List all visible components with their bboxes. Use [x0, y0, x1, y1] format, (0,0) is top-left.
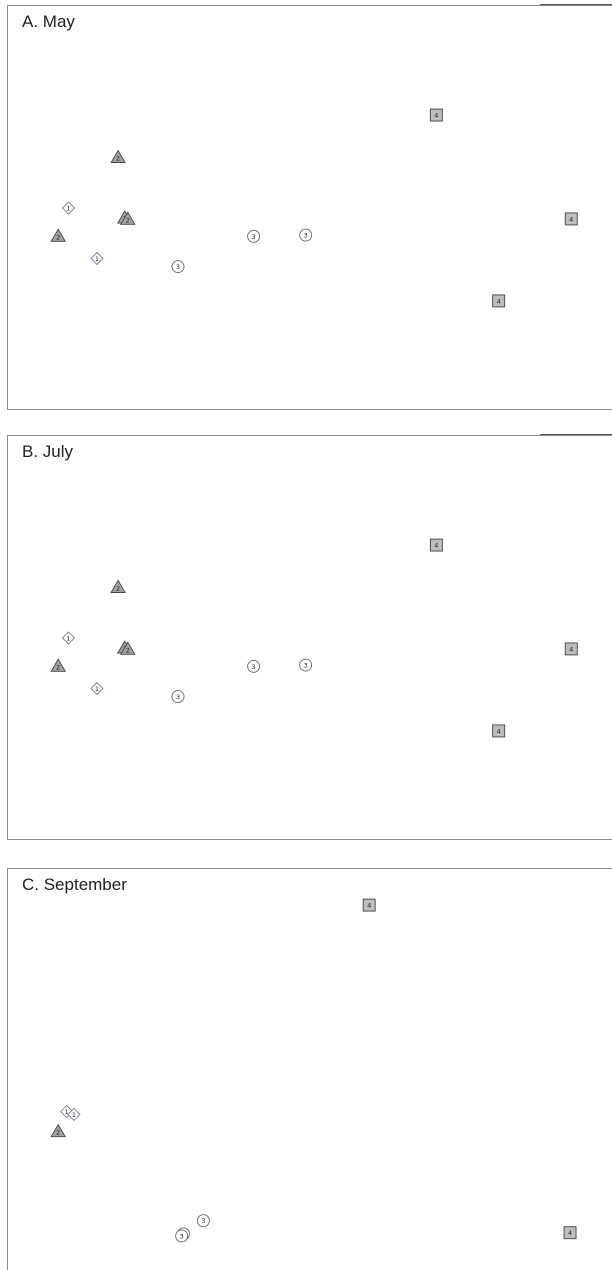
point-group-label: 3 [304, 232, 308, 240]
triangle-marker [110, 579, 126, 593]
square-marker [492, 294, 506, 308]
data-point-2: 1 [90, 251, 104, 266]
point-group-label: 2 [56, 233, 60, 241]
data-point-4: 2 [110, 579, 126, 593]
point-group-label: 4 [367, 902, 371, 910]
square-marker [429, 538, 443, 552]
square-marker [492, 724, 506, 738]
square-marker [564, 642, 578, 656]
point-group-label: 3 [176, 263, 180, 271]
data-point-11: 4 [564, 212, 578, 226]
diamond-marker [67, 1107, 81, 1122]
panel-july: B. July 112222333444 [7, 435, 612, 840]
point-group-label: 1 [65, 1108, 69, 1116]
data-point-1: 1 [61, 201, 76, 215]
panel-title: C. September [22, 875, 127, 894]
data-point-8: 4 [563, 1226, 577, 1240]
panel-title: B. July [22, 442, 74, 461]
triangle-marker [110, 149, 126, 163]
point-group-label: 2 [116, 585, 120, 593]
data-point-7: 3 [171, 260, 185, 274]
point-group-label: 2 [56, 1129, 60, 1137]
circle-marker [171, 690, 185, 704]
circle-marker [247, 659, 261, 673]
data-point-1: 1 [61, 631, 76, 645]
scatter-plot-september: 11233344 [50, 898, 577, 1243]
point-group-label: 1 [66, 635, 70, 643]
data-point-7: 4 [362, 898, 376, 912]
panel-may: A. May 112222333444 [7, 5, 612, 410]
data-point-2: 1 [90, 681, 104, 696]
point-group-label: 4 [434, 542, 438, 550]
triangle-marker [120, 211, 136, 225]
point-group-label: 4 [568, 1229, 572, 1237]
point-group-label: 4 [497, 297, 501, 305]
data-point-3: 2 [50, 228, 66, 242]
data-point-6: 3 [175, 1229, 189, 1243]
triangle-marker [50, 1123, 66, 1138]
diamond-marker [61, 201, 76, 215]
data-point-10: 4 [429, 538, 443, 552]
point-group-label: 1 [66, 205, 70, 213]
square-marker [563, 1226, 577, 1240]
triangle-marker [120, 641, 136, 655]
point-group-label: 3 [304, 662, 308, 670]
diamond-marker [61, 631, 76, 645]
point-group-label: 2 [126, 216, 130, 224]
point-group-label: 4 [569, 215, 573, 223]
point-group-label: 4 [569, 645, 573, 653]
data-point-3: 2 [50, 1123, 66, 1138]
circle-marker [299, 658, 313, 672]
point-group-label: 1 [95, 255, 99, 263]
data-point-3: 2 [50, 658, 66, 672]
square-marker [564, 212, 578, 226]
data-point-11: 4 [564, 642, 578, 656]
data-point-7: 3 [171, 690, 185, 704]
diamond-marker [90, 681, 104, 696]
point-group-label: 4 [434, 112, 438, 120]
triangle-marker [50, 228, 66, 242]
scatter-plot-may: 112222333444 [50, 108, 578, 308]
data-point-2: 1 [67, 1107, 81, 1122]
point-group-label: 3 [176, 693, 180, 701]
circle-marker [247, 229, 261, 243]
point-group-label: 4 [497, 727, 501, 735]
point-group-label: 2 [116, 155, 120, 163]
panel-edge-line [540, 4, 612, 5]
data-point-9: 3 [299, 658, 313, 672]
circle-marker [175, 1229, 189, 1243]
data-point-6: 2 [120, 211, 136, 225]
panel-september: C. September 11233344 [7, 868, 612, 1270]
data-point-6: 2 [120, 641, 136, 655]
circle-marker [196, 1214, 210, 1228]
data-point-12: 4 [492, 724, 506, 738]
data-point-8: 3 [247, 229, 261, 243]
point-group-label: 2 [56, 663, 60, 671]
data-point-9: 3 [299, 228, 313, 242]
data-point-4: 2 [110, 149, 126, 163]
triangle-marker [50, 658, 66, 672]
circle-marker [171, 260, 185, 274]
data-point-10: 4 [429, 108, 443, 122]
data-point-5: 3 [196, 1214, 210, 1228]
point-group-label: 2 [126, 646, 130, 654]
scatter-plot-july: 112222333444 [50, 538, 578, 738]
panel-title: A. May [22, 12, 75, 31]
panel-edge-line [540, 434, 612, 435]
data-point-8: 3 [247, 659, 261, 673]
diamond-marker [90, 251, 104, 266]
point-group-label: 3 [252, 663, 256, 671]
point-group-label: 3 [252, 233, 256, 241]
circle-marker [299, 228, 313, 242]
square-marker [362, 898, 376, 912]
square-marker [429, 108, 443, 122]
point-group-label: 1 [95, 685, 99, 693]
point-group-label: 3 [180, 1232, 184, 1240]
point-group-label: 3 [201, 1217, 205, 1225]
point-group-label: 1 [72, 1111, 76, 1119]
data-point-12: 4 [492, 294, 506, 308]
